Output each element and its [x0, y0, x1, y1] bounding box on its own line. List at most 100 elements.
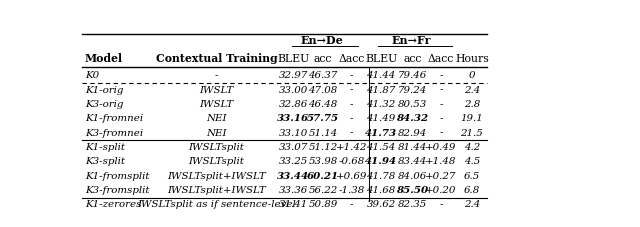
Text: 82.35: 82.35 [397, 200, 427, 209]
Text: -: - [349, 128, 353, 138]
Text: 32.86: 32.86 [278, 100, 308, 109]
Text: 6.5: 6.5 [464, 172, 480, 181]
Text: 83.44: 83.44 [397, 157, 427, 166]
Text: IWSLTsplit+IWSLT: IWSLTsplit+IWSLT [167, 186, 266, 195]
Text: IWSLTsplit as if sentence-level: IWSLTsplit as if sentence-level [137, 200, 296, 209]
Text: En→Fr: En→Fr [392, 35, 431, 46]
Text: K1-zerores: K1-zerores [85, 200, 141, 209]
Text: 41.44: 41.44 [367, 71, 396, 80]
Text: IWSLTsplit+IWSLT: IWSLTsplit+IWSLT [167, 172, 266, 181]
Text: K1-fromsplit: K1-fromsplit [85, 172, 150, 181]
Text: K0: K0 [85, 71, 99, 80]
Text: 79.46: 79.46 [397, 71, 427, 80]
Text: 33.36: 33.36 [278, 186, 308, 195]
Text: -: - [439, 200, 443, 209]
Text: BLEU: BLEU [277, 54, 309, 64]
Text: K3-fromnei: K3-fromnei [85, 128, 143, 138]
Text: 51.14: 51.14 [308, 128, 338, 138]
Text: +0.49: +0.49 [426, 143, 457, 152]
Text: -: - [439, 100, 443, 109]
Text: Model: Model [85, 53, 123, 64]
Text: +1.42: +1.42 [335, 143, 367, 152]
Text: 33.44: 33.44 [277, 172, 309, 181]
Text: 51.12: 51.12 [308, 143, 338, 152]
Text: 84.32: 84.32 [396, 114, 428, 123]
Text: acc: acc [314, 54, 332, 64]
Text: 41.94: 41.94 [365, 157, 397, 166]
Text: BLEU: BLEU [365, 54, 397, 64]
Text: +0.69: +0.69 [335, 172, 367, 181]
Text: -: - [439, 71, 443, 80]
Text: 79.24: 79.24 [397, 86, 427, 95]
Text: 41.73: 41.73 [365, 128, 397, 138]
Text: 0: 0 [468, 71, 475, 80]
Text: 53.98: 53.98 [308, 157, 338, 166]
Text: NEI: NEI [206, 114, 227, 123]
Text: -1.38: -1.38 [338, 186, 364, 195]
Text: -: - [349, 100, 353, 109]
Text: 46.48: 46.48 [308, 100, 338, 109]
Text: -: - [349, 86, 353, 95]
Text: 81.44: 81.44 [397, 143, 427, 152]
Text: 57.75: 57.75 [307, 114, 339, 123]
Text: 33.00: 33.00 [278, 86, 308, 95]
Text: 41.68: 41.68 [367, 186, 396, 195]
Text: 85.50: 85.50 [396, 186, 428, 195]
Text: 2.8: 2.8 [464, 100, 480, 109]
Text: -: - [349, 200, 353, 209]
Text: 2.4: 2.4 [464, 200, 480, 209]
Text: 6.8: 6.8 [464, 186, 480, 195]
Text: -: - [349, 114, 353, 123]
Text: Hours: Hours [455, 54, 489, 64]
Text: 41.49: 41.49 [367, 114, 396, 123]
Text: 60.21: 60.21 [307, 172, 339, 181]
Text: 41.32: 41.32 [367, 100, 396, 109]
Text: 32.97: 32.97 [278, 71, 308, 80]
Text: 39.62: 39.62 [367, 200, 396, 209]
Text: 4.2: 4.2 [464, 143, 480, 152]
Text: 50.89: 50.89 [308, 200, 338, 209]
Text: En→De: En→De [301, 35, 344, 46]
Text: 41.78: 41.78 [367, 172, 396, 181]
Text: K1-orig: K1-orig [85, 86, 124, 95]
Text: K1-fromnei: K1-fromnei [85, 114, 143, 123]
Text: K3-fromsplit: K3-fromsplit [85, 186, 150, 195]
Text: 41.87: 41.87 [367, 86, 396, 95]
Text: K1-split: K1-split [85, 143, 125, 152]
Text: 33.16: 33.16 [277, 114, 309, 123]
Text: -: - [439, 86, 443, 95]
Text: Δacc: Δacc [338, 54, 364, 64]
Text: +0.27: +0.27 [426, 172, 457, 181]
Text: K3-split: K3-split [85, 157, 125, 166]
Text: 4.5: 4.5 [464, 157, 480, 166]
Text: IWSLT: IWSLT [199, 100, 234, 109]
Text: 46.37: 46.37 [308, 71, 338, 80]
Text: 33.07: 33.07 [278, 143, 308, 152]
Text: 31.41: 31.41 [278, 200, 308, 209]
Text: 82.94: 82.94 [397, 128, 427, 138]
Text: Δacc: Δacc [428, 54, 454, 64]
Text: IWSLTsplit: IWSLTsplit [188, 157, 244, 166]
Text: NEI: NEI [206, 128, 227, 138]
Text: 21.5: 21.5 [460, 128, 483, 138]
Text: 80.53: 80.53 [397, 100, 427, 109]
Text: -0.68: -0.68 [338, 157, 364, 166]
Text: 2.4: 2.4 [464, 86, 480, 95]
Text: 56.22: 56.22 [308, 186, 338, 195]
Text: IWSLT: IWSLT [199, 86, 234, 95]
Text: -: - [214, 71, 218, 80]
Text: 19.1: 19.1 [460, 114, 483, 123]
Text: 47.08: 47.08 [308, 86, 338, 95]
Text: +0.20: +0.20 [426, 186, 457, 195]
Text: IWSLTsplit: IWSLTsplit [188, 143, 244, 152]
Text: 33.25: 33.25 [278, 157, 308, 166]
Text: -: - [439, 128, 443, 138]
Text: -: - [349, 71, 353, 80]
Text: 33.10: 33.10 [278, 128, 308, 138]
Text: acc: acc [403, 54, 422, 64]
Text: +1.48: +1.48 [426, 157, 457, 166]
Text: 41.54: 41.54 [367, 143, 396, 152]
Text: 84.06: 84.06 [397, 172, 427, 181]
Text: Contextual Training: Contextual Training [156, 53, 277, 64]
Text: K3-orig: K3-orig [85, 100, 124, 109]
